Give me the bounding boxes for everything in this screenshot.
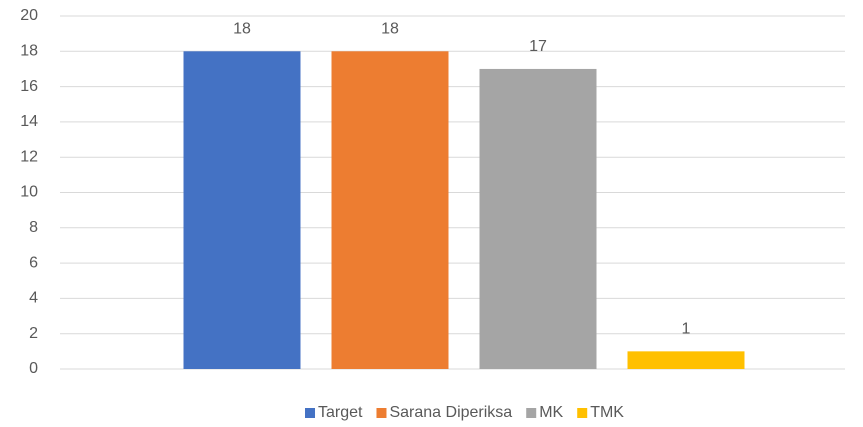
y-tick-label: 18	[20, 43, 38, 60]
legend-label: Target	[318, 404, 363, 421]
legend-swatch	[526, 408, 537, 418]
bar	[479, 68, 597, 369]
y-tick-label: 0	[29, 360, 38, 377]
y-tick-label: 14	[20, 113, 38, 130]
data-label: 17	[529, 38, 547, 55]
bar	[627, 351, 745, 369]
y-tick-label: 8	[29, 219, 38, 236]
y-tick-label: 6	[29, 254, 38, 271]
legend-swatch	[577, 408, 588, 418]
legend-label: Sarana Diperiksa	[389, 404, 512, 421]
y-tick-label: 10	[20, 184, 38, 201]
legend-label: TMK	[590, 404, 624, 421]
y-tick-label: 16	[20, 78, 38, 95]
bar	[183, 51, 301, 370]
y-tick-label: 2	[29, 325, 38, 342]
data-label: 1	[682, 321, 691, 338]
y-tick-label: 12	[20, 148, 38, 165]
data-label: 18	[233, 21, 251, 38]
legend-swatch	[305, 408, 316, 418]
legend-swatch	[376, 408, 387, 418]
bar	[331, 51, 449, 370]
legend-label: MK	[539, 404, 563, 421]
y-tick-label: 4	[29, 290, 38, 307]
data-label: 18	[381, 21, 399, 38]
y-tick-label: 20	[20, 7, 38, 24]
